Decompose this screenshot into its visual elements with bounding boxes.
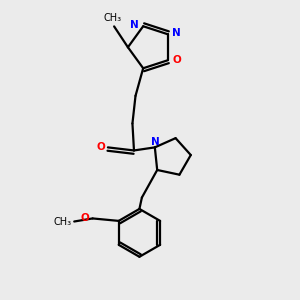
- Text: N: N: [151, 137, 160, 147]
- Text: O: O: [172, 55, 181, 65]
- Text: O: O: [97, 142, 106, 152]
- Text: N: N: [172, 28, 181, 38]
- Text: O: O: [81, 213, 90, 223]
- Text: CH₃: CH₃: [103, 13, 122, 23]
- Text: CH₃: CH₃: [53, 217, 71, 227]
- Text: N: N: [130, 20, 138, 30]
